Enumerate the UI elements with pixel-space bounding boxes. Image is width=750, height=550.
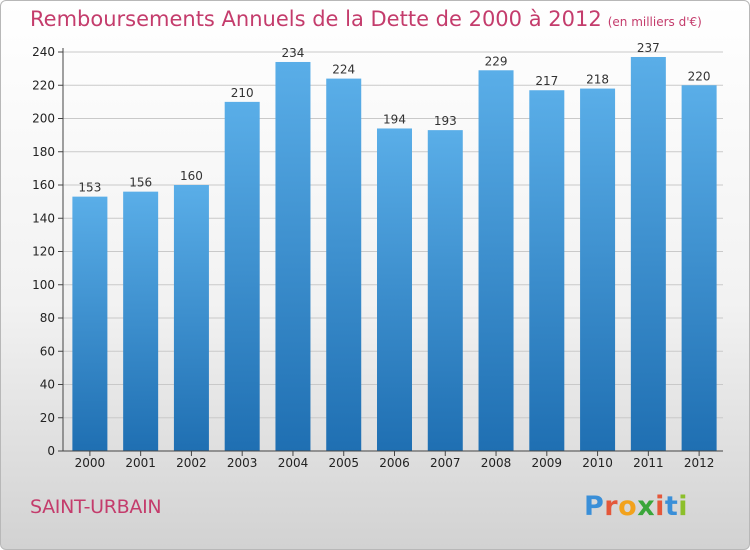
- axes: 0 20 40 60 80 100 120 140 160 180 200 220 240: [32, 45, 723, 458]
- bar-2012: [681, 85, 717, 451]
- y-tick-label: 60: [40, 344, 55, 358]
- y-tick-label: 120: [32, 245, 55, 259]
- y-tick-label: 40: [40, 378, 55, 392]
- bar-2011: [630, 56, 666, 452]
- y-tick-label: 160: [32, 178, 55, 192]
- value-label-2011: 237: [637, 41, 660, 55]
- value-label-2006: 194: [383, 112, 406, 126]
- x-tick-label-2004: 2004: [278, 456, 309, 470]
- logo-letter: t: [664, 491, 679, 522]
- y-tick-label: 220: [32, 78, 55, 92]
- bar-2004: [275, 61, 311, 451]
- bar-2005: [326, 78, 362, 451]
- value-label-2009: 217: [535, 74, 558, 88]
- value-label-2000: 153: [78, 181, 101, 195]
- chart-subtitle: (en milliers d'€): [607, 15, 702, 29]
- y-tick-label: 0: [47, 444, 55, 458]
- value-label-2008: 229: [485, 54, 508, 68]
- value-label-2002: 160: [180, 169, 203, 183]
- x-tick-label-2010: 2010: [582, 456, 613, 470]
- value-label-2005: 224: [332, 63, 355, 77]
- y-tick-label: 180: [32, 145, 55, 159]
- value-label-2004: 234: [282, 46, 305, 60]
- x-tick-label-2003: 2003: [227, 456, 258, 470]
- x-tick-label-2005: 2005: [328, 456, 359, 470]
- logo-letter: P: [584, 491, 605, 522]
- y-tick-label: 20: [40, 411, 55, 425]
- commune-name: SAINT-URBAIN: [30, 496, 162, 518]
- value-label-2007: 193: [434, 114, 457, 128]
- x-tick-label-2001: 2001: [125, 456, 156, 470]
- x-tick-label-2007: 2007: [430, 456, 461, 470]
- y-tick-label: 100: [32, 278, 55, 292]
- bar-2000: [72, 196, 108, 451]
- labels: 153 2000 156 2001 160 2002 210 2003 234 2004 224 20…: [75, 41, 715, 470]
- y-tick-label: 200: [32, 112, 55, 126]
- x-tick-label-2008: 2008: [481, 456, 512, 470]
- value-label-2001: 156: [129, 176, 152, 190]
- y-tick-label: 240: [32, 45, 55, 59]
- x-tick-label-2012: 2012: [684, 456, 715, 470]
- value-label-2003: 210: [231, 86, 254, 100]
- logo-letter: i: [655, 491, 665, 522]
- x-tick-label-2002: 2002: [176, 456, 207, 470]
- y-tick-label: 140: [32, 211, 55, 225]
- proxiti-logo: Proxiti: [584, 491, 688, 522]
- x-tick-label-2006: 2006: [379, 456, 410, 470]
- x-tick-label-2009: 2009: [532, 456, 563, 470]
- value-label-2010: 218: [586, 73, 609, 87]
- x-tick-label-2011: 2011: [633, 456, 664, 470]
- logo-letter: x: [637, 491, 656, 522]
- bar-2002: [173, 185, 209, 451]
- y-tick-label: 80: [40, 311, 55, 325]
- logo-letter: r: [604, 491, 619, 522]
- logo-letter: i: [678, 491, 689, 522]
- logo-letter: o: [618, 491, 638, 522]
- bar-2010: [580, 88, 616, 451]
- chart-title: Remboursements Annuels de la Dette de 20…: [30, 7, 702, 31]
- x-tick-label-2000: 2000: [75, 456, 106, 470]
- value-label-2012: 220: [688, 69, 711, 83]
- bars: [72, 56, 717, 452]
- bar-2007: [427, 130, 463, 451]
- bar-2001: [123, 191, 159, 451]
- bar-2009: [529, 90, 565, 452]
- bar-2003: [224, 101, 260, 451]
- bar-2008: [478, 70, 514, 451]
- bar-2006: [377, 128, 412, 451]
